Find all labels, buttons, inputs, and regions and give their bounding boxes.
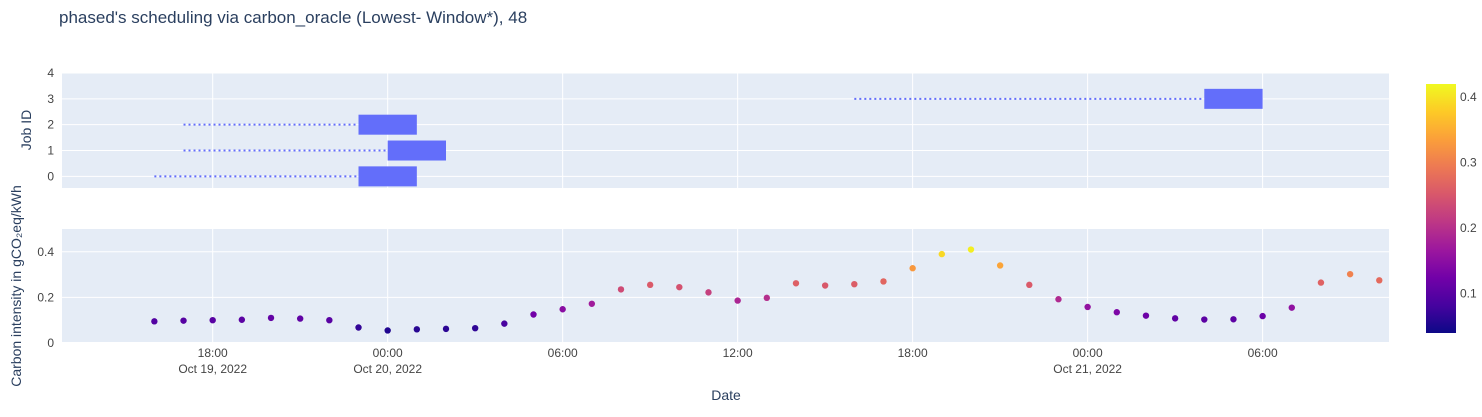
- bottom-y-tick-label: 0: [47, 336, 54, 350]
- top-y-tick-label: 3: [47, 92, 54, 106]
- carbon-point: [296, 315, 304, 322]
- x-tick-label: 00:00: [373, 346, 403, 360]
- x-tick-date-label: Oct 21, 2022: [1053, 362, 1122, 376]
- carbon-point: [646, 281, 654, 289]
- bottom-panel-horizontal-gridlines: [62, 251, 1389, 344]
- carbon-point: [705, 289, 712, 296]
- carbon-point: [1317, 279, 1325, 286]
- carbon-point: [1288, 304, 1295, 311]
- colorbar-ticks: 0.1 0.2 0.3 0.4: [1460, 90, 1477, 301]
- carbon-point: [1376, 277, 1383, 284]
- carbon-point: [1055, 296, 1062, 303]
- x-tick-label: 00:00: [1073, 346, 1103, 360]
- carbon-point: [151, 318, 158, 325]
- x-tick-label: 06:00: [548, 346, 578, 360]
- job-1-bar: [387, 140, 447, 161]
- carbon-point: [792, 280, 800, 287]
- carbon-point: [209, 317, 216, 324]
- carbon-point: [1201, 316, 1208, 323]
- top-y-tick-label: 1: [47, 144, 54, 158]
- carbon-point: [996, 262, 1004, 269]
- x-axis-ticks: 18:00 Oct 19, 2022 00:00 Oct 20, 2022 06:00 1…: [178, 346, 1278, 376]
- top-panel-y-axis-title: Job ID: [18, 110, 34, 150]
- x-tick-date-label: Oct 20, 2022: [353, 362, 422, 376]
- carbon-point: [1113, 309, 1120, 316]
- bottom-panel-vertical-gridlines: [212, 229, 1264, 343]
- x-tick-date-label: Oct 19, 2022: [178, 362, 247, 376]
- carbon-point: [967, 246, 975, 253]
- x-axis-title: Date: [711, 387, 741, 403]
- bottom-plot-area: [62, 229, 1389, 343]
- top-y-tick-label: 4: [47, 66, 54, 80]
- carbon-point: [1346, 270, 1354, 278]
- carbon-point: [501, 320, 508, 327]
- job-0-bar: [358, 166, 417, 187]
- bottom-panel-y-axis-title: Carbon intensity in gCO₂eq/kWh: [8, 185, 24, 387]
- top-y-tick-label: 2: [47, 118, 54, 132]
- carbon-point: [763, 294, 771, 302]
- top-panel-y-ticks: 0 1 2 3 4: [47, 66, 54, 183]
- x-tick-label: 06:00: [1248, 346, 1278, 360]
- colorbar-tick-label: 0.2: [1460, 221, 1477, 235]
- bottom-y-tick-label: 0.2: [37, 290, 54, 304]
- carbon-point: [267, 314, 275, 322]
- carbon-point: [909, 265, 916, 272]
- carbon-point: [355, 324, 362, 331]
- gantt-bars: [154, 88, 1263, 187]
- colorbar: [1426, 84, 1456, 333]
- carbon-point: [1084, 303, 1091, 311]
- carbon-point: [442, 325, 450, 333]
- job-2-bar: [358, 114, 417, 135]
- x-tick-label: 18:00: [898, 346, 928, 360]
- x-tick-label: 12:00: [723, 346, 753, 360]
- carbon-point: [1142, 312, 1150, 319]
- carbon-point: [238, 316, 246, 323]
- carbon-point: [180, 317, 187, 324]
- bottom-panel-y-ticks: 0 0.2 0.4: [37, 245, 54, 350]
- carbon-point: [821, 282, 829, 289]
- job-3-bar: [1204, 88, 1263, 109]
- carbon-point: [530, 311, 537, 318]
- top-panel-horizontal-gridlines: [62, 72, 1389, 177]
- carbon-point: [413, 326, 421, 333]
- top-plot-area: [62, 73, 1389, 188]
- carbon-point: [471, 324, 479, 332]
- carbon-point: [880, 278, 887, 285]
- top-y-tick-label: 0: [47, 169, 54, 183]
- carbon-intensity-points: [151, 246, 1383, 334]
- colorbar-tick-label: 0.4: [1460, 90, 1477, 104]
- carbon-point: [384, 327, 391, 334]
- carbon-point: [1230, 316, 1237, 323]
- carbon-point: [326, 317, 333, 324]
- carbon-point: [938, 250, 946, 258]
- carbon-point: [1259, 312, 1266, 320]
- bottom-y-tick-label: 0.4: [37, 245, 54, 259]
- carbon-point: [734, 297, 741, 304]
- carbon-point: [1171, 315, 1179, 322]
- colorbar-tick-label: 0.1: [1460, 287, 1477, 301]
- carbon-point: [588, 300, 596, 307]
- carbon-point: [559, 306, 566, 313]
- carbon-point: [676, 283, 683, 291]
- x-tick-label: 18:00: [198, 346, 228, 360]
- colorbar-tick-label: 0.3: [1460, 156, 1477, 170]
- chart-title: phased's scheduling via carbon_oracle (L…: [59, 8, 527, 27]
- carbon-point: [1026, 281, 1033, 289]
- carbon-point: [617, 286, 625, 293]
- carbon-point: [851, 280, 858, 288]
